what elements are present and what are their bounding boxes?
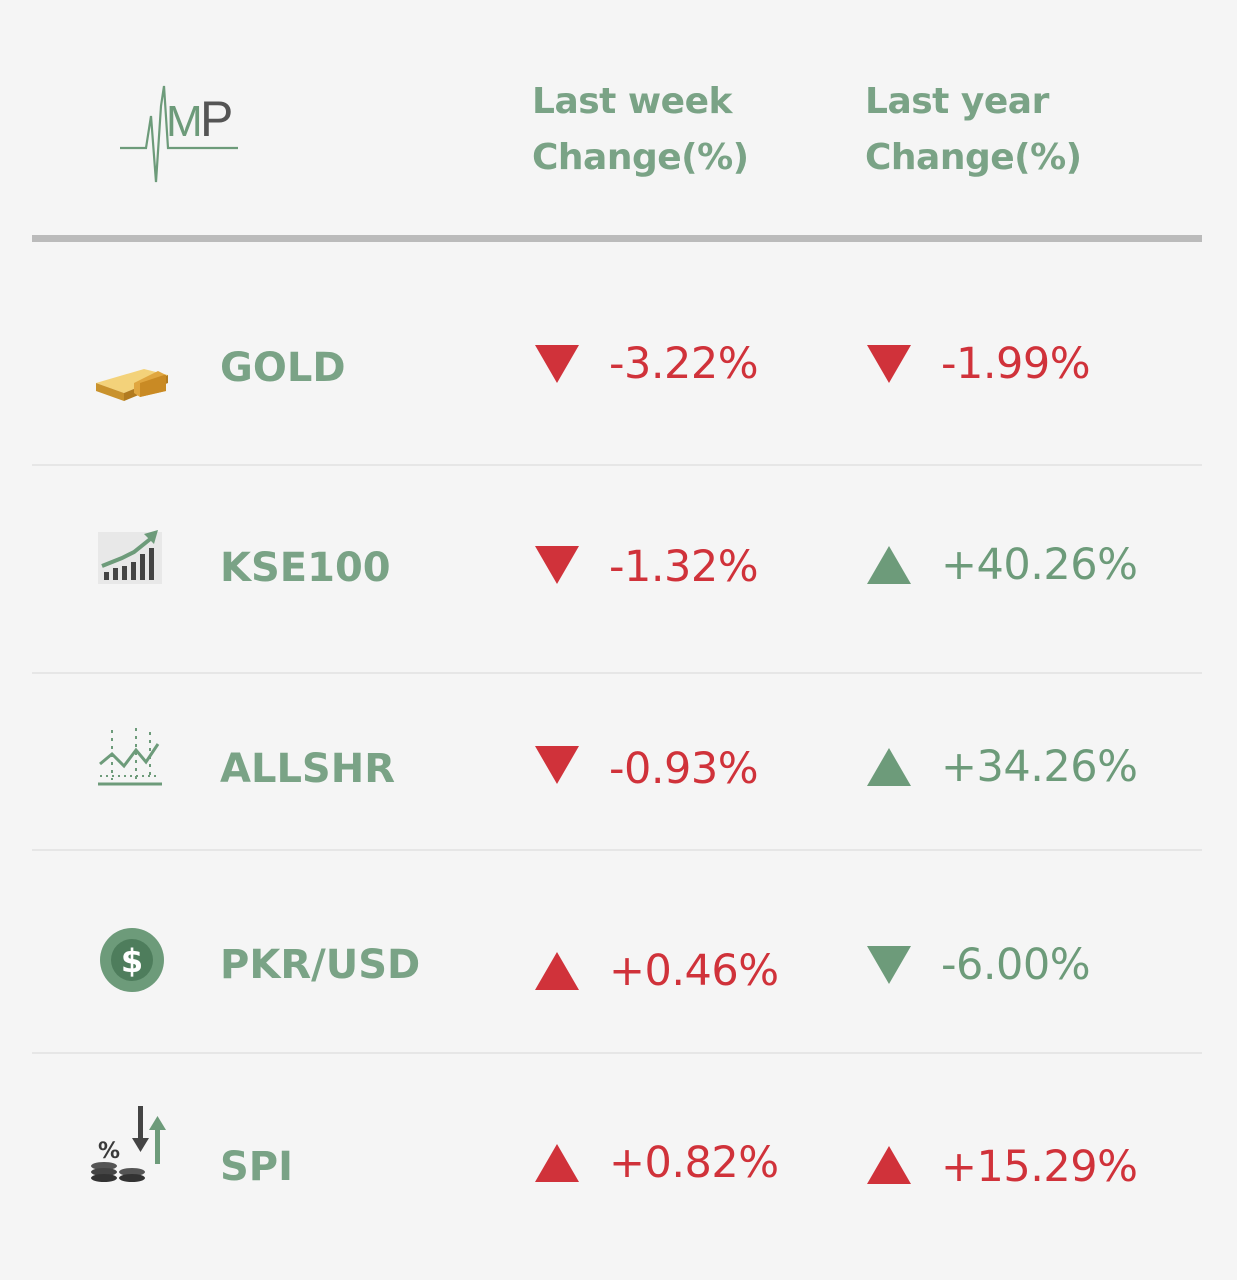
header-last-year-line1: Last year <box>865 81 1049 122</box>
asset-name: ALLSHR <box>220 746 396 792</box>
row-divider <box>32 672 1202 674</box>
logo-text-m: M <box>166 97 203 146</box>
triangle-up-icon <box>867 748 911 786</box>
table-row-allshr: ALLSHR -0.93% +34.26% <box>0 724 1237 814</box>
year-change-value: -6.00% <box>941 940 1091 990</box>
header-last-year: Last year Change(%) <box>865 74 1082 186</box>
triangle-down-icon <box>535 345 579 383</box>
year-change-value: +40.26% <box>941 540 1138 590</box>
header-last-week-line2: Change(%) <box>532 137 749 178</box>
table-row-spi: % SPI +0.82% +15.29% <box>0 1106 1237 1196</box>
coins-percent-arrows-icon: % <box>91 1106 166 1182</box>
year-change-value: +34.26% <box>941 742 1138 792</box>
asset-name: KSE100 <box>220 545 391 591</box>
week-change-value: -0.93% <box>609 744 759 794</box>
percent-glyph: % <box>98 1139 120 1164</box>
line-chart-icon <box>98 728 162 786</box>
rising-bar-chart-icon <box>98 530 162 584</box>
triangle-up-icon <box>867 1146 911 1184</box>
row-divider <box>32 464 1202 466</box>
row-divider <box>32 849 1202 851</box>
table-row-kse100: KSE100 -1.32% +40.26% <box>0 522 1237 612</box>
header-divider <box>32 235 1202 242</box>
table-row-pkr-usd: $ PKR/USD +0.46% -6.00% <box>0 918 1237 1008</box>
asset-name: GOLD <box>220 345 346 391</box>
header-last-week: Last week Change(%) <box>532 74 749 186</box>
gold-bars-icon <box>96 369 168 401</box>
week-change-value: +0.46% <box>609 946 779 996</box>
triangle-down-icon <box>535 746 579 784</box>
triangle-up-icon <box>535 1144 579 1182</box>
year-change-value: -1.99% <box>941 339 1091 389</box>
table-row-gold: GOLD -3.22% -1.99% <box>0 323 1237 413</box>
triangle-down-icon <box>867 946 911 984</box>
triangle-down-icon <box>867 345 911 383</box>
asset-name: SPI <box>220 1144 294 1190</box>
year-change-value: +15.29% <box>941 1142 1138 1192</box>
header-last-week-line1: Last week <box>532 81 732 122</box>
dollar-sign-glyph: $ <box>121 942 143 980</box>
logo-text-p: P <box>200 91 233 147</box>
triangle-up-icon <box>867 546 911 584</box>
row-divider <box>32 1052 1202 1054</box>
header-last-year-line2: Change(%) <box>865 137 1082 178</box>
week-change-value: -1.32% <box>609 542 759 592</box>
week-change-value: +0.82% <box>609 1138 779 1188</box>
triangle-down-icon <box>535 546 579 584</box>
triangle-up-icon <box>535 952 579 990</box>
week-change-value: -3.22% <box>609 339 759 389</box>
dollar-coin-icon: $ <box>100 928 164 992</box>
asset-name: PKR/USD <box>220 942 421 988</box>
heartbeat-mp-logo-icon: M P <box>120 85 238 183</box>
